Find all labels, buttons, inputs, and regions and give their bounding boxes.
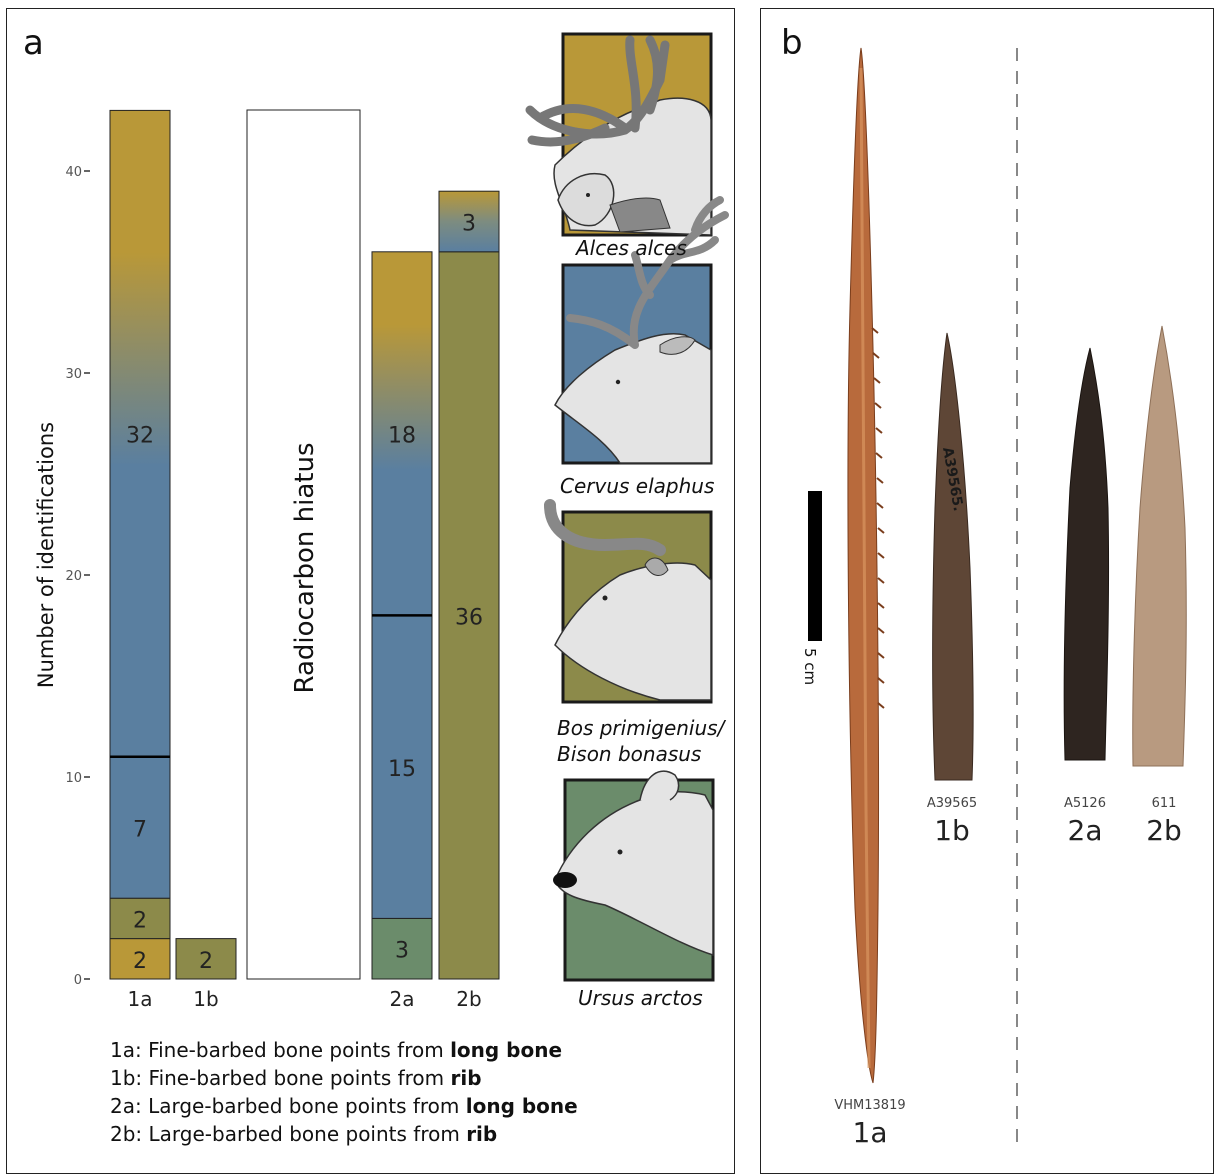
- species-label-bos-line1: Bos primigenius/: [557, 716, 725, 740]
- x-tick-label: 2b: [456, 987, 481, 1011]
- bar-segment-1a-2: [109, 756, 171, 899]
- bar-chart: 0 10 20 30 40 2 2 7 32 2 3 15 18 36 3 1a 1b 2a 2b Number…: [34, 109, 500, 1011]
- y-tick-label: 0: [74, 973, 82, 988]
- y-tick-label: 40: [65, 165, 82, 180]
- artifact-1b-type: 1b: [934, 814, 970, 847]
- red-deer-icon: [554, 196, 729, 465]
- artifact-1a-type: 1a: [852, 1116, 888, 1149]
- species-label-ursus: Ursus arctos: [578, 986, 703, 1010]
- bar-value-label: 2: [133, 949, 147, 974]
- scale-bar: [808, 491, 822, 641]
- artifact-2b-type: 2b: [1146, 814, 1182, 847]
- artifact-2a-id: A5126: [1064, 796, 1106, 811]
- bar-segment-1b-0: [175, 938, 237, 980]
- bars: 2 2 7 32 2 3 15 18 36 3: [109, 109, 500, 980]
- moose-icon: [525, 32, 713, 237]
- x-tick-label: 2a: [390, 987, 415, 1011]
- legend-1a: 1a: Fine-barbed bone points from long bo…: [110, 1038, 563, 1062]
- bar-value-label: 32: [126, 424, 154, 449]
- species-label-alces: Alces alces: [576, 236, 687, 260]
- legend-1b: 1b: Fine-barbed bone points from rib: [110, 1066, 482, 1090]
- y-axis-label: Number of identifications: [34, 422, 58, 688]
- panel-a-letter: a: [23, 23, 44, 63]
- bar-value-label: 2: [133, 908, 147, 933]
- x-tick-label: 1a: [128, 987, 153, 1011]
- artifact-2a-type: 2a: [1067, 814, 1103, 847]
- bar-segment-2b-0: [438, 251, 500, 980]
- bar-segment-1a-1: [109, 897, 171, 940]
- artifact-2b-id: 611: [1151, 796, 1177, 811]
- bar-value-label: 7: [133, 818, 147, 843]
- artifact-2b-point: [1132, 325, 1187, 767]
- y-tick-label: 20: [65, 569, 82, 584]
- radiocarbon-hiatus-label: Radiocarbon hiatus: [290, 443, 320, 694]
- bar-value-label: 3: [395, 939, 409, 964]
- artifact-photos: A39565.: [808, 47, 1187, 1143]
- species-label-bos-line2: Bison bonasus: [557, 742, 702, 766]
- y-tick-label: 30: [65, 367, 82, 382]
- species-illustrations: [525, 32, 729, 982]
- panel-b-letter: b: [781, 23, 803, 63]
- bear-icon: [553, 770, 715, 982]
- bar-segment-2a-0: [371, 917, 433, 980]
- aurochs-icon: [544, 499, 713, 704]
- x-tick-label: 1b: [193, 987, 218, 1011]
- artifact-1a-point: [847, 47, 885, 1084]
- legend-2b: 2b: Large-barbed bone points from rib: [110, 1122, 498, 1146]
- radiocarbon-hiatus-box: [246, 109, 361, 980]
- bar-value-label: 3: [462, 212, 476, 237]
- artifact-2a-point: [1063, 347, 1110, 761]
- bar-value-label: 15: [388, 757, 416, 782]
- bar-value-label: 18: [388, 424, 416, 449]
- bar-value-label: 36: [455, 605, 483, 630]
- scale-bar-label: 5 cm: [801, 648, 819, 686]
- y-axis: 0 10 20 30 40: [65, 165, 90, 988]
- artifact-1a-id: VHM13819: [834, 1098, 906, 1113]
- legend-2a: 2a: Large-barbed bone points from long b…: [110, 1094, 578, 1118]
- y-tick-label: 10: [65, 771, 82, 786]
- x-axis-labels: 1a 1b 2a 2b: [128, 987, 482, 1011]
- bar-segment-2b-1: [438, 190, 500, 253]
- bar-value-label: 2: [199, 949, 213, 974]
- bar-segment-1a-3: [109, 109, 171, 758]
- artifact-1b-id: A39565: [926, 796, 978, 811]
- artifact-1b-point: A39565.: [932, 332, 974, 781]
- bar-segment-2a-2: [371, 251, 433, 616]
- species-label-cervus: Cervus elaphus: [560, 474, 715, 498]
